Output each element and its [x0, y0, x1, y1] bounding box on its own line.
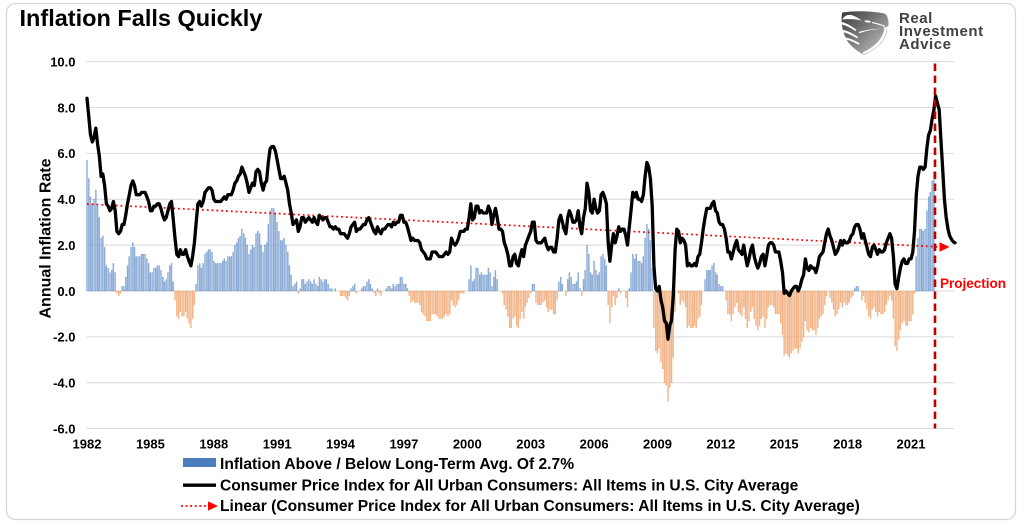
svg-text:1985: 1985	[136, 436, 165, 451]
svg-text:-6.0: -6.0	[53, 421, 75, 436]
svg-text:1982: 1982	[73, 436, 102, 451]
svg-text:1994: 1994	[326, 436, 356, 451]
svg-text:6.0: 6.0	[57, 146, 75, 161]
svg-text:Projection: Projection	[940, 276, 1006, 291]
svg-text:2003: 2003	[516, 436, 545, 451]
svg-text:0.0: 0.0	[57, 284, 75, 299]
svg-text:1997: 1997	[389, 436, 418, 451]
svg-text:Inflation Falls Quickly: Inflation Falls Quickly	[20, 5, 263, 31]
svg-text:10.0: 10.0	[50, 54, 75, 69]
svg-text:2015: 2015	[770, 436, 799, 451]
svg-text:Inflation Above / Below Long-T: Inflation Above / Below Long-Term Avg. O…	[220, 456, 574, 473]
svg-text:Linear (Consumer Price Index f: Linear (Consumer Price Index for All Urb…	[220, 498, 860, 515]
svg-text:Investment: Investment	[899, 23, 984, 40]
svg-text:2.0: 2.0	[57, 238, 75, 253]
svg-text:2006: 2006	[580, 436, 609, 451]
svg-text:2000: 2000	[453, 436, 482, 451]
svg-text:8.0: 8.0	[57, 100, 75, 115]
svg-text:Annual Inflation Rate: Annual Inflation Rate	[38, 158, 55, 318]
svg-text:Advice: Advice	[899, 36, 952, 53]
svg-text:Consumer Price Index for All U: Consumer Price Index for All Urban Consu…	[220, 478, 799, 495]
svg-text:2018: 2018	[833, 436, 862, 451]
svg-text:2009: 2009	[643, 436, 672, 451]
svg-text:Real: Real	[899, 10, 933, 27]
svg-text:1988: 1988	[199, 436, 228, 451]
svg-text:2021: 2021	[897, 436, 926, 451]
svg-text:4.0: 4.0	[57, 192, 75, 207]
svg-text:1991: 1991	[263, 436, 292, 451]
svg-text:-4.0: -4.0	[53, 376, 75, 391]
svg-text:2012: 2012	[706, 436, 735, 451]
svg-text:-2.0: -2.0	[53, 330, 75, 345]
